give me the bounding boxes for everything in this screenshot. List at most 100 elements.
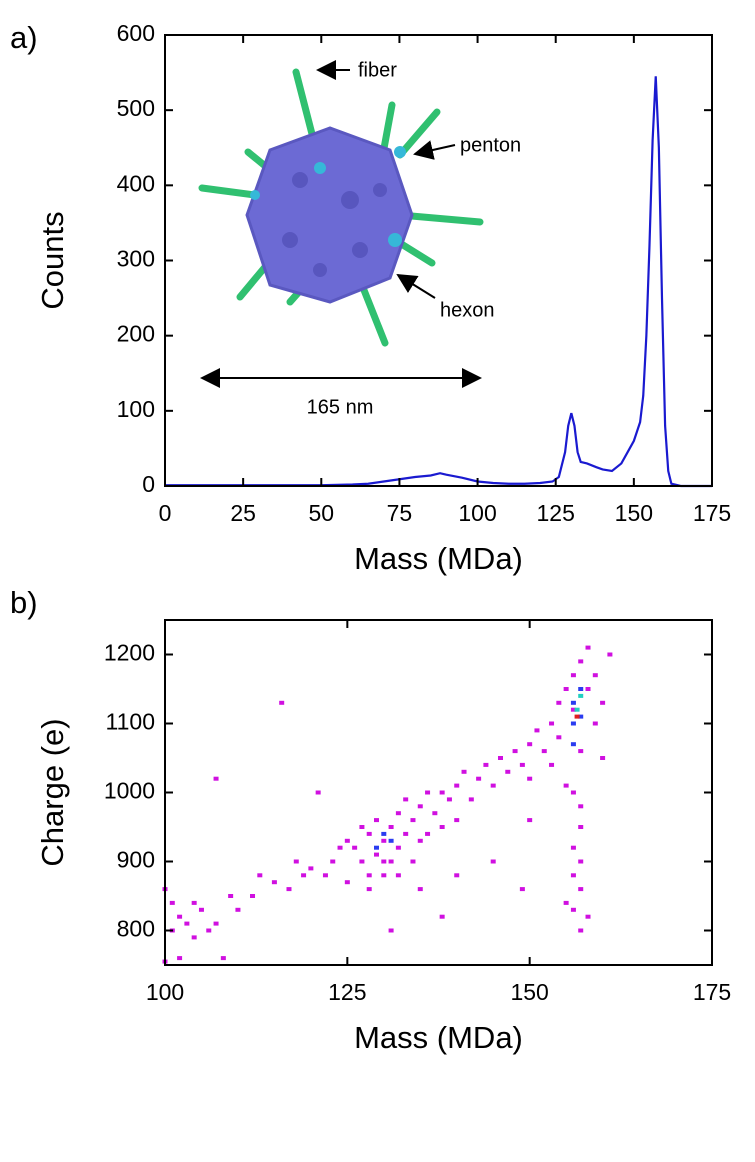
point <box>549 762 555 767</box>
point <box>563 900 569 905</box>
point <box>425 790 431 795</box>
point <box>468 797 474 802</box>
point <box>497 756 503 760</box>
point <box>213 776 219 781</box>
point <box>286 887 292 892</box>
point <box>417 838 423 843</box>
point <box>439 825 445 829</box>
y-tick-label: 300 <box>117 246 155 272</box>
point <box>388 838 394 843</box>
point <box>395 873 401 878</box>
point <box>578 804 584 809</box>
point <box>374 818 380 823</box>
point <box>279 700 285 705</box>
y-axis-label: Counts <box>35 211 70 309</box>
point <box>585 687 591 691</box>
point <box>366 831 372 836</box>
virus-inset <box>198 60 484 388</box>
point <box>395 845 401 850</box>
point <box>410 818 416 823</box>
point <box>257 873 263 878</box>
point <box>366 873 372 878</box>
y-tick-label: 1200 <box>104 640 155 666</box>
panel-label: a) <box>10 20 38 55</box>
point <box>417 887 423 892</box>
point <box>600 756 606 760</box>
point <box>570 700 576 705</box>
point <box>505 769 511 774</box>
point <box>578 887 584 892</box>
point <box>235 907 241 912</box>
point <box>534 728 540 733</box>
point <box>519 887 525 892</box>
point <box>191 935 197 940</box>
point <box>425 831 431 836</box>
data-line <box>165 76 712 488</box>
y-tick-label: 500 <box>117 95 155 121</box>
x-tick-label: 75 <box>387 500 413 526</box>
y-tick-label: 0 <box>142 471 155 497</box>
point <box>191 900 197 905</box>
point <box>527 776 533 781</box>
y-tick-label: 1000 <box>104 778 155 804</box>
point <box>454 818 460 823</box>
point <box>570 742 576 747</box>
point <box>220 956 226 961</box>
point <box>439 914 445 919</box>
point <box>177 956 183 961</box>
point <box>198 907 204 912</box>
point <box>344 880 350 885</box>
point <box>578 749 584 754</box>
point <box>461 769 467 774</box>
annotation: fiber <box>358 59 397 81</box>
point <box>213 921 219 926</box>
point <box>570 707 576 712</box>
point <box>388 825 394 829</box>
point <box>600 700 606 705</box>
point <box>607 652 613 657</box>
x-tick-label: 150 <box>510 979 548 1005</box>
annotation: penton <box>460 134 521 156</box>
point <box>403 797 409 802</box>
x-tick-label: 100 <box>458 500 496 526</box>
point <box>585 914 591 919</box>
y-tick-label: 1100 <box>106 709 155 735</box>
point <box>206 928 212 933</box>
point <box>519 762 525 767</box>
point <box>169 900 175 905</box>
point <box>301 873 307 878</box>
x-tick-label: 125 <box>328 979 366 1005</box>
plot-frame <box>164 619 713 966</box>
point <box>446 797 452 802</box>
point <box>271 880 277 885</box>
point <box>490 783 496 788</box>
point <box>578 825 584 829</box>
point <box>228 894 234 898</box>
point <box>315 790 321 795</box>
point <box>395 811 401 816</box>
point <box>527 818 533 823</box>
y-tick-label: 400 <box>117 170 155 196</box>
point <box>570 721 576 726</box>
point <box>432 811 438 816</box>
point <box>184 921 190 926</box>
point <box>454 873 460 878</box>
y-tick-label: 200 <box>117 321 155 347</box>
y-tick-label: 800 <box>117 916 155 942</box>
point <box>381 831 387 836</box>
x-tick-label: 175 <box>693 500 731 526</box>
point <box>490 859 496 864</box>
point <box>177 914 183 919</box>
point <box>410 859 416 864</box>
point <box>308 866 314 871</box>
point <box>366 887 372 892</box>
y-tick-label: 100 <box>117 396 155 422</box>
point <box>578 687 584 691</box>
x-tick-label: 50 <box>308 500 334 526</box>
point <box>330 859 336 864</box>
point <box>563 687 569 691</box>
point <box>374 852 380 857</box>
x-axis-label: Mass (MDa) <box>354 1020 523 1055</box>
point <box>574 707 580 712</box>
